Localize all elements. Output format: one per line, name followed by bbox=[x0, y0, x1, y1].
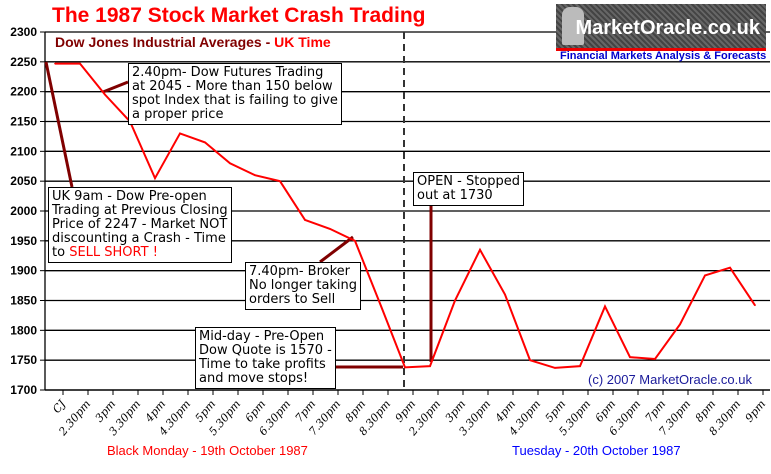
day-label-tuesday: Tuesday - 20th October 1987 bbox=[512, 443, 681, 458]
annotation-line: Trading at Previous Closing bbox=[52, 203, 228, 218]
data-point bbox=[404, 366, 406, 369]
data-point bbox=[629, 356, 631, 358]
y-tick-label: 1900 bbox=[10, 264, 37, 278]
annotation-broker: 7.40pm- Broker No longer taking orders t… bbox=[245, 262, 362, 310]
annotation-line: OPEN - Stopped bbox=[417, 174, 521, 189]
y-tick-label: 2250 bbox=[10, 55, 37, 69]
x-tick-label: 9pm bbox=[743, 398, 769, 425]
y-tick-label: 2100 bbox=[10, 144, 37, 158]
data-point bbox=[704, 274, 706, 277]
annotation-line: Price of 2247 - Market NOT bbox=[52, 217, 228, 232]
data-point bbox=[354, 240, 356, 242]
y-tick-label: 2200 bbox=[10, 85, 37, 99]
data-point bbox=[729, 266, 731, 269]
annotation-futures: 2.40pm- Dow Futures Trading at 2045 - Mo… bbox=[128, 63, 342, 125]
annotation-pointer bbox=[102, 80, 129, 94]
data-point bbox=[304, 219, 306, 221]
data-point bbox=[54, 62, 56, 65]
y-tick-label: 1800 bbox=[10, 323, 37, 337]
annotation-line: Dow Quote is 1570 - bbox=[199, 343, 332, 358]
annotation-line: orders to Sell bbox=[249, 292, 336, 307]
data-point bbox=[754, 304, 756, 307]
annotation-line: 2.40pm- Dow Futures Trading bbox=[132, 65, 324, 80]
y-tick-label: 2300 bbox=[10, 25, 37, 39]
data-point bbox=[454, 299, 456, 302]
annotation-line: No longer taking bbox=[249, 278, 358, 293]
annotation-pointer bbox=[44, 61, 74, 188]
subtitle-accent: UK Time bbox=[274, 34, 331, 50]
annotation-line: discounting a Crash - Time bbox=[52, 231, 226, 246]
data-point bbox=[154, 177, 156, 179]
y-tick-label: 1700 bbox=[10, 383, 37, 397]
y-tick-label: 2150 bbox=[10, 115, 37, 129]
data-point bbox=[329, 228, 331, 230]
y-tick-label: 1950 bbox=[10, 234, 37, 248]
data-point bbox=[104, 93, 106, 96]
data-point bbox=[204, 141, 206, 144]
annotation-midday: Mid-day - Pre-Open Dow Quote is 1570 - T… bbox=[195, 327, 336, 389]
data-point bbox=[679, 323, 681, 326]
annotation-line: UK 9am - Dow Pre-open bbox=[52, 189, 207, 204]
statue-icon bbox=[562, 7, 584, 45]
data-point bbox=[654, 358, 656, 360]
data-point bbox=[254, 174, 256, 176]
data-point bbox=[429, 365, 431, 367]
subtitle-main: Dow Jones Industrial Averages - bbox=[55, 34, 275, 50]
data-point bbox=[179, 132, 181, 135]
annotation-line: to bbox=[52, 245, 70, 260]
day-label-monday: Black Monday - 19th October 1987 bbox=[107, 443, 308, 458]
y-tick-label: 1850 bbox=[10, 294, 37, 308]
annotation-line: Mid-day - Pre-Open bbox=[199, 329, 325, 344]
annotation-pointer bbox=[319, 235, 354, 264]
logo-text: MarketOracle.co.uk bbox=[575, 17, 760, 39]
data-point bbox=[604, 305, 606, 308]
y-tick-label: 1750 bbox=[10, 353, 37, 367]
chart-title: The 1987 Stock Market Crash Trading bbox=[52, 4, 426, 27]
data-point bbox=[229, 162, 231, 165]
sell-short-text: SELL SHORT ! bbox=[69, 245, 158, 260]
data-point bbox=[529, 359, 531, 361]
data-point bbox=[379, 302, 381, 305]
copyright: (c) 2007 MarketOracle.co.uk bbox=[588, 372, 753, 387]
y-tick-label: 2000 bbox=[10, 204, 37, 218]
annotation-line: out at 1730 bbox=[417, 188, 493, 203]
data-point bbox=[479, 248, 481, 251]
x-tick-label: CJ bbox=[50, 397, 69, 416]
marketoracle-logo: MarketOracle.co.uk bbox=[556, 4, 766, 51]
data-point bbox=[554, 367, 556, 369]
data-point bbox=[279, 180, 281, 182]
data-point bbox=[79, 62, 81, 65]
data-point bbox=[579, 365, 581, 367]
annotation-line: spot Index that is failing to give bbox=[132, 93, 338, 108]
y-tick-label: 2050 bbox=[10, 174, 37, 188]
annotation-line: 7.40pm- Broker bbox=[249, 264, 351, 279]
annotation-line: a proper price bbox=[132, 107, 224, 122]
annotation-line: and move stops! bbox=[199, 371, 309, 386]
data-point bbox=[504, 293, 506, 296]
annotation-open: OPEN - Stopped out at 1730 bbox=[413, 172, 525, 206]
annotation-line: Time to take profits bbox=[199, 357, 326, 372]
chart-subtitle: Dow Jones Industrial Averages - UK Time bbox=[55, 34, 331, 50]
annotation-preopen: UK 9am - Dow Pre-open Trading at Previou… bbox=[48, 187, 232, 263]
logo-tagline: Financial Markets Analysis & Forecasts bbox=[560, 50, 767, 62]
annotation-line: at 2045 - More than 150 below bbox=[132, 79, 333, 94]
